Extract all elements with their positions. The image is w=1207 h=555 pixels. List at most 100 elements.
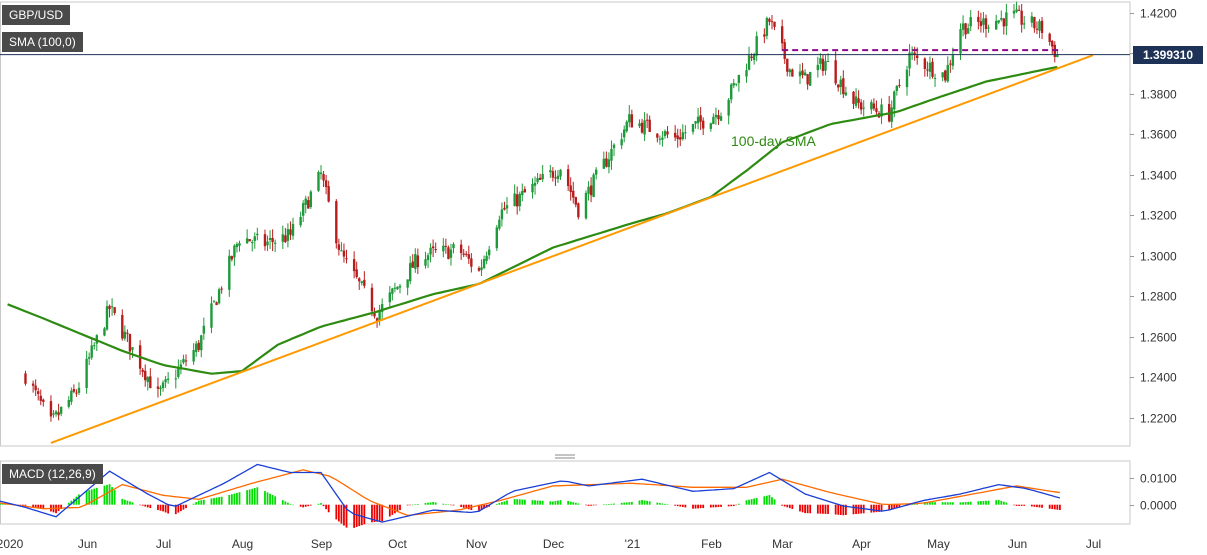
macd-pane-frame — [0, 460, 1131, 525]
candle-up — [500, 209, 504, 220]
candle-down — [1033, 17, 1036, 29]
candle-up — [521, 190, 524, 196]
macd-y-tick-label: 0.0100 — [1140, 472, 1177, 486]
x-tick-label: Feb — [701, 537, 722, 551]
histogram-bar-negative — [788, 504, 791, 509]
candle-down — [57, 412, 60, 416]
histogram-bar-negative — [299, 504, 302, 507]
histogram-bar-negative — [24, 504, 27, 506]
histogram-bar-negative — [585, 504, 587, 506]
candle-up — [730, 84, 733, 100]
histogram-bar-negative — [388, 504, 391, 517]
histogram-bar-negative — [355, 504, 358, 527]
candle-down — [459, 244, 463, 254]
histogram-bar-negative — [595, 504, 598, 506]
candle-up — [602, 158, 606, 169]
x-tick-label: Oct — [388, 537, 407, 551]
histogram-bar-negative — [394, 504, 396, 514]
candle-up — [928, 62, 932, 72]
candle-down — [786, 58, 789, 72]
candle-down — [566, 169, 570, 186]
candle-down — [37, 391, 40, 394]
histogram-bar-negative — [141, 504, 144, 506]
candle-up — [691, 123, 695, 132]
histogram-bar-negative — [139, 504, 142, 506]
histogram-bar-positive — [521, 499, 524, 505]
candle-down — [857, 98, 860, 103]
histogram-bar-negative — [302, 504, 305, 508]
main-pane-frame — [0, 1, 1131, 447]
histogram-bar-positive — [238, 492, 241, 505]
candle-up — [1015, 9, 1018, 12]
candle-up — [732, 83, 735, 86]
histogram-bar-negative — [735, 504, 738, 506]
candle-up — [87, 357, 91, 359]
histogram-bar-negative — [345, 504, 348, 528]
histogram-bar-positive — [236, 492, 238, 505]
histogram-bar-negative — [325, 504, 328, 510]
candle-up — [628, 114, 631, 123]
candle-up — [610, 148, 613, 161]
histogram-bar-positive — [931, 502, 934, 505]
histogram-bar-positive — [88, 490, 91, 505]
overlay-lines — [0, 49, 1130, 523]
histogram-bar-negative — [42, 504, 45, 509]
histogram-bar-positive — [416, 504, 419, 505]
candle-down — [768, 18, 771, 22]
candle-down — [679, 137, 682, 140]
histogram-bar-positive — [549, 501, 552, 505]
histogram-bar-negative — [146, 504, 149, 508]
histogram-bar-negative — [409, 504, 412, 506]
axis-labels: 2020 Jun Jul Aug Sep Oct Nov Dec '21 Feb Mar Apr May… — [0, 7, 1177, 552]
candle-down — [944, 70, 947, 81]
candle-up — [1038, 21, 1041, 31]
candle-down — [763, 34, 766, 37]
candle-up — [146, 377, 149, 383]
histogram-bar-positive — [773, 499, 776, 505]
candle-down — [503, 207, 506, 210]
histogram-bar-positive — [569, 501, 572, 505]
histogram-bar-negative — [822, 504, 824, 514]
candle-up — [317, 172, 320, 191]
candle-down — [834, 60, 837, 84]
histogram-bar-negative — [702, 504, 705, 509]
histogram-bar-positive — [962, 502, 964, 505]
candle-up — [625, 121, 628, 132]
candle-down — [465, 253, 468, 255]
histogram-bar-positive — [427, 502, 429, 505]
candle-up — [90, 345, 93, 358]
candle-up — [299, 216, 302, 226]
candle-up — [424, 259, 427, 266]
histogram-bar-negative — [852, 504, 855, 515]
candle-down — [337, 244, 341, 250]
histogram-bar-positive — [123, 499, 126, 505]
histogram-bar-positive — [982, 500, 985, 505]
candle-up — [217, 289, 221, 304]
candle-up — [273, 242, 277, 244]
histogram-bar-negative — [149, 504, 152, 509]
histogram-bar-positive — [755, 497, 758, 505]
histogram-bar-positive — [95, 487, 98, 505]
histogram-bar-negative — [307, 504, 310, 507]
macd-line — [0, 463, 1061, 523]
histogram-bar-positive — [625, 502, 628, 505]
histogram-bar-negative — [727, 504, 730, 507]
histogram-bar-positive — [202, 499, 205, 505]
histogram-bar-positive — [495, 503, 498, 505]
histogram-bar-positive — [411, 504, 414, 506]
candle-up — [164, 379, 167, 383]
candle-up — [253, 236, 256, 241]
histogram-bar-negative — [587, 504, 590, 506]
histogram-bar-positive — [934, 502, 936, 505]
candle-down — [852, 91, 855, 104]
histogram-bar-negative — [1015, 504, 1018, 506]
candle-down — [34, 385, 37, 391]
histogram-bar-negative — [712, 504, 715, 508]
candle-up — [251, 241, 254, 244]
histogram-bar-positive — [284, 501, 287, 505]
histogram-bar-positive — [995, 500, 998, 505]
histogram-bar-negative — [1038, 504, 1041, 508]
candle-down — [645, 119, 649, 121]
y-tick-label: 1.3200 — [1140, 209, 1177, 223]
